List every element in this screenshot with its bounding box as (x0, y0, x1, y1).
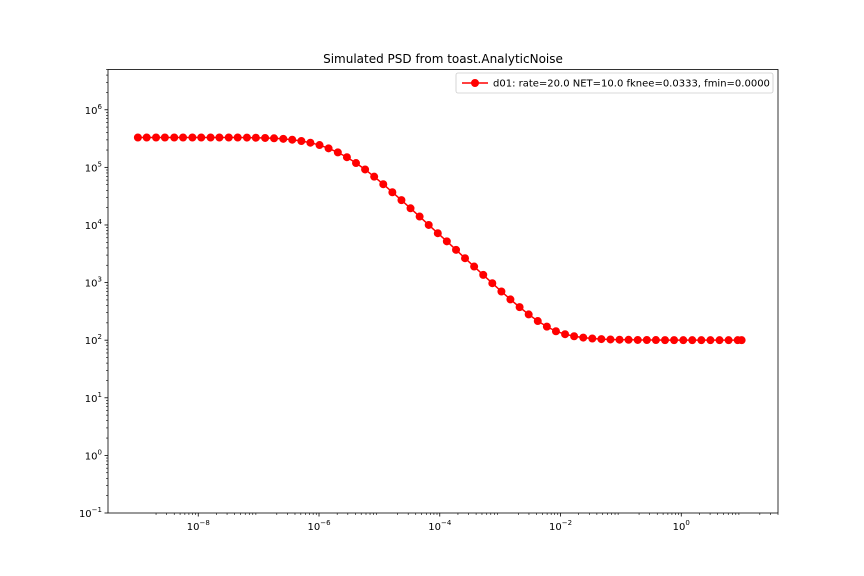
y-tick-label: 104 (85, 218, 103, 232)
data-point (297, 136, 306, 145)
data-point (233, 133, 242, 142)
data-point (542, 322, 551, 331)
data-point (160, 133, 169, 142)
data-point (224, 133, 233, 142)
data-point (133, 133, 142, 142)
data-point (588, 334, 597, 343)
legend-box (455, 72, 774, 94)
data-point (506, 295, 515, 304)
data-point (642, 336, 651, 345)
data-point (315, 141, 324, 150)
data-point (442, 237, 451, 246)
data-point (624, 335, 633, 344)
data-point (579, 333, 588, 342)
data-point (597, 335, 606, 344)
data-point (670, 336, 679, 345)
data-point (479, 270, 488, 279)
data-point (406, 204, 415, 213)
data-point (737, 336, 746, 345)
data-point (361, 165, 370, 174)
data-point (679, 336, 688, 345)
data-point (142, 133, 151, 142)
data-point (242, 133, 251, 142)
x-tick-label: 10−6 (307, 519, 331, 533)
data-point (415, 212, 424, 221)
data-point (533, 317, 542, 326)
data-point (570, 332, 579, 341)
y-tick-label: 102 (85, 333, 102, 347)
data-point (615, 335, 624, 344)
y-tick-label: 106 (85, 103, 103, 117)
data-point (497, 287, 506, 296)
x-axis: 10−8 10−6 10−4 10−2 100 (155, 513, 779, 533)
data-point (370, 172, 379, 181)
data-point (724, 336, 733, 345)
data-point (561, 330, 570, 339)
data-point (688, 336, 697, 345)
data-point (215, 133, 224, 142)
data-point (651, 336, 660, 345)
data-point (452, 245, 461, 254)
data-point (288, 135, 297, 144)
chart-title: Simulated PSD from toast.AnalyticNoise (323, 52, 563, 66)
plot-markers (133, 133, 746, 345)
data-point (270, 134, 279, 143)
data-point (397, 196, 406, 205)
data-point (170, 133, 179, 142)
data-point (461, 254, 470, 263)
data-point (206, 133, 215, 142)
data-point (352, 159, 361, 168)
series-line (137, 136, 742, 341)
data-point (388, 188, 397, 197)
x-tick-label: 10−8 (187, 519, 210, 533)
data-point (715, 336, 724, 345)
data-point (152, 133, 161, 142)
data-point (251, 133, 260, 142)
data-point (179, 133, 188, 142)
legend-label: d01: rate=20.0 NET=10.0 fknee=0.0333, fm… (493, 79, 770, 90)
legend-marker-sample (471, 79, 479, 87)
data-point (706, 336, 715, 345)
data-point (606, 335, 615, 344)
data-point (515, 303, 524, 312)
y-tick-label: 103 (85, 276, 102, 290)
data-point (551, 327, 560, 336)
x-tick-label: 10−4 (428, 519, 452, 533)
data-point (197, 133, 206, 142)
data-point (524, 310, 533, 319)
data-point (379, 180, 388, 189)
data-point (188, 133, 197, 142)
y-tick-label: 105 (85, 160, 102, 174)
data-point (342, 153, 351, 162)
x-tick-label: 10−2 (549, 519, 572, 533)
data-point (324, 144, 333, 153)
data-point (306, 138, 315, 147)
data-point (424, 220, 433, 229)
data-point (488, 279, 497, 288)
data-point (279, 134, 288, 143)
x-tick-label: 100 (673, 519, 690, 533)
y-axis: 10−1 100 101 102 103 104 105 106 (79, 69, 108, 520)
data-point (433, 229, 442, 238)
y-tick-label: 101 (85, 391, 102, 405)
data-point (697, 336, 706, 345)
legend: d01: rate=20.0 NET=10.0 fknee=0.0333, fm… (455, 72, 774, 94)
data-point (633, 335, 642, 344)
data-point (333, 148, 342, 157)
data-point (470, 262, 479, 271)
plot-lines (137, 136, 742, 341)
y-tick-label: 10−1 (79, 506, 102, 520)
data-point (661, 336, 670, 345)
data-point (261, 133, 270, 142)
y-tick-label: 100 (85, 448, 102, 462)
